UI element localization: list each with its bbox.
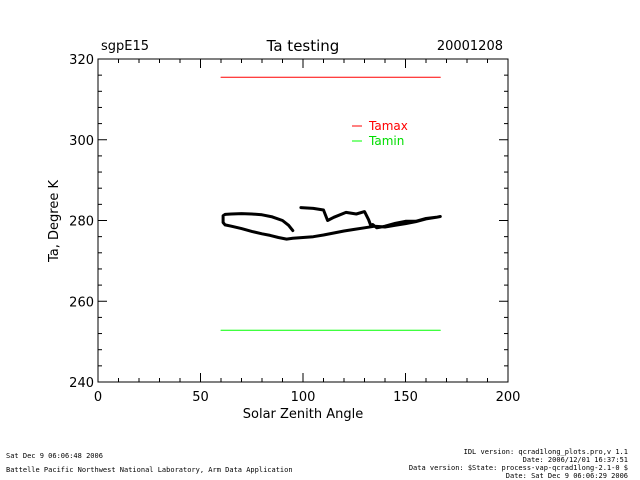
legend: Tamax Tamin [352, 119, 408, 148]
y-tick-label: 320 [69, 53, 94, 68]
x-tick-label: 200 [496, 390, 521, 405]
site-label: sgpE15 [101, 39, 149, 54]
y-tick-label: 240 [69, 376, 94, 391]
x-axis-label: Solar Zenith Angle [243, 407, 363, 422]
footer-idl-version: IDL version: qcrad1long_plots.pro,v 1.1 [463, 448, 628, 456]
plot-frame [97, 58, 509, 383]
x-tick-label: 0 [94, 390, 102, 405]
y-tick-label: 300 [69, 134, 94, 149]
series-ta-line [221, 206, 442, 241]
y-axis-label: Ta, Degree K [47, 180, 62, 263]
footer-data-version: Data version: $State: process-vap-qcrad1… [408, 464, 628, 472]
legend-tamin-label: Tamin [368, 134, 404, 148]
series-layer [220, 76, 442, 331]
x-tick-label: 50 [192, 390, 209, 405]
x-tick-label: 150 [393, 390, 418, 405]
footer-organization: Battelle Pacific Northwest National Labo… [6, 466, 293, 474]
footer-left: Sat Dec 9 06:06:48 2006 Battelle Pacific… [6, 452, 293, 474]
legend-tamax-label: Tamax [368, 119, 408, 133]
x-tick-label: 100 [291, 390, 316, 405]
footer-right: IDL version: qcrad1long_plots.pro,v 1.1 … [409, 448, 628, 480]
axis-ticks [97, 58, 509, 383]
footer-idl-date: Date: 2006/12/01 16:37:51 [522, 456, 628, 464]
date-label: 20001208 [437, 39, 503, 54]
axis-tick-labels: 0 50 100 150 200 240 260 280 300 320 [69, 53, 520, 405]
footer-data-date: Date: Sat Dec 9 06:06:29 2006 [505, 472, 628, 480]
chart-title: Ta testing [266, 37, 340, 55]
y-tick-label: 260 [69, 295, 94, 310]
footer-timestamp: Sat Dec 9 06:06:48 2006 [6, 452, 103, 460]
y-tick-label: 280 [69, 215, 94, 230]
